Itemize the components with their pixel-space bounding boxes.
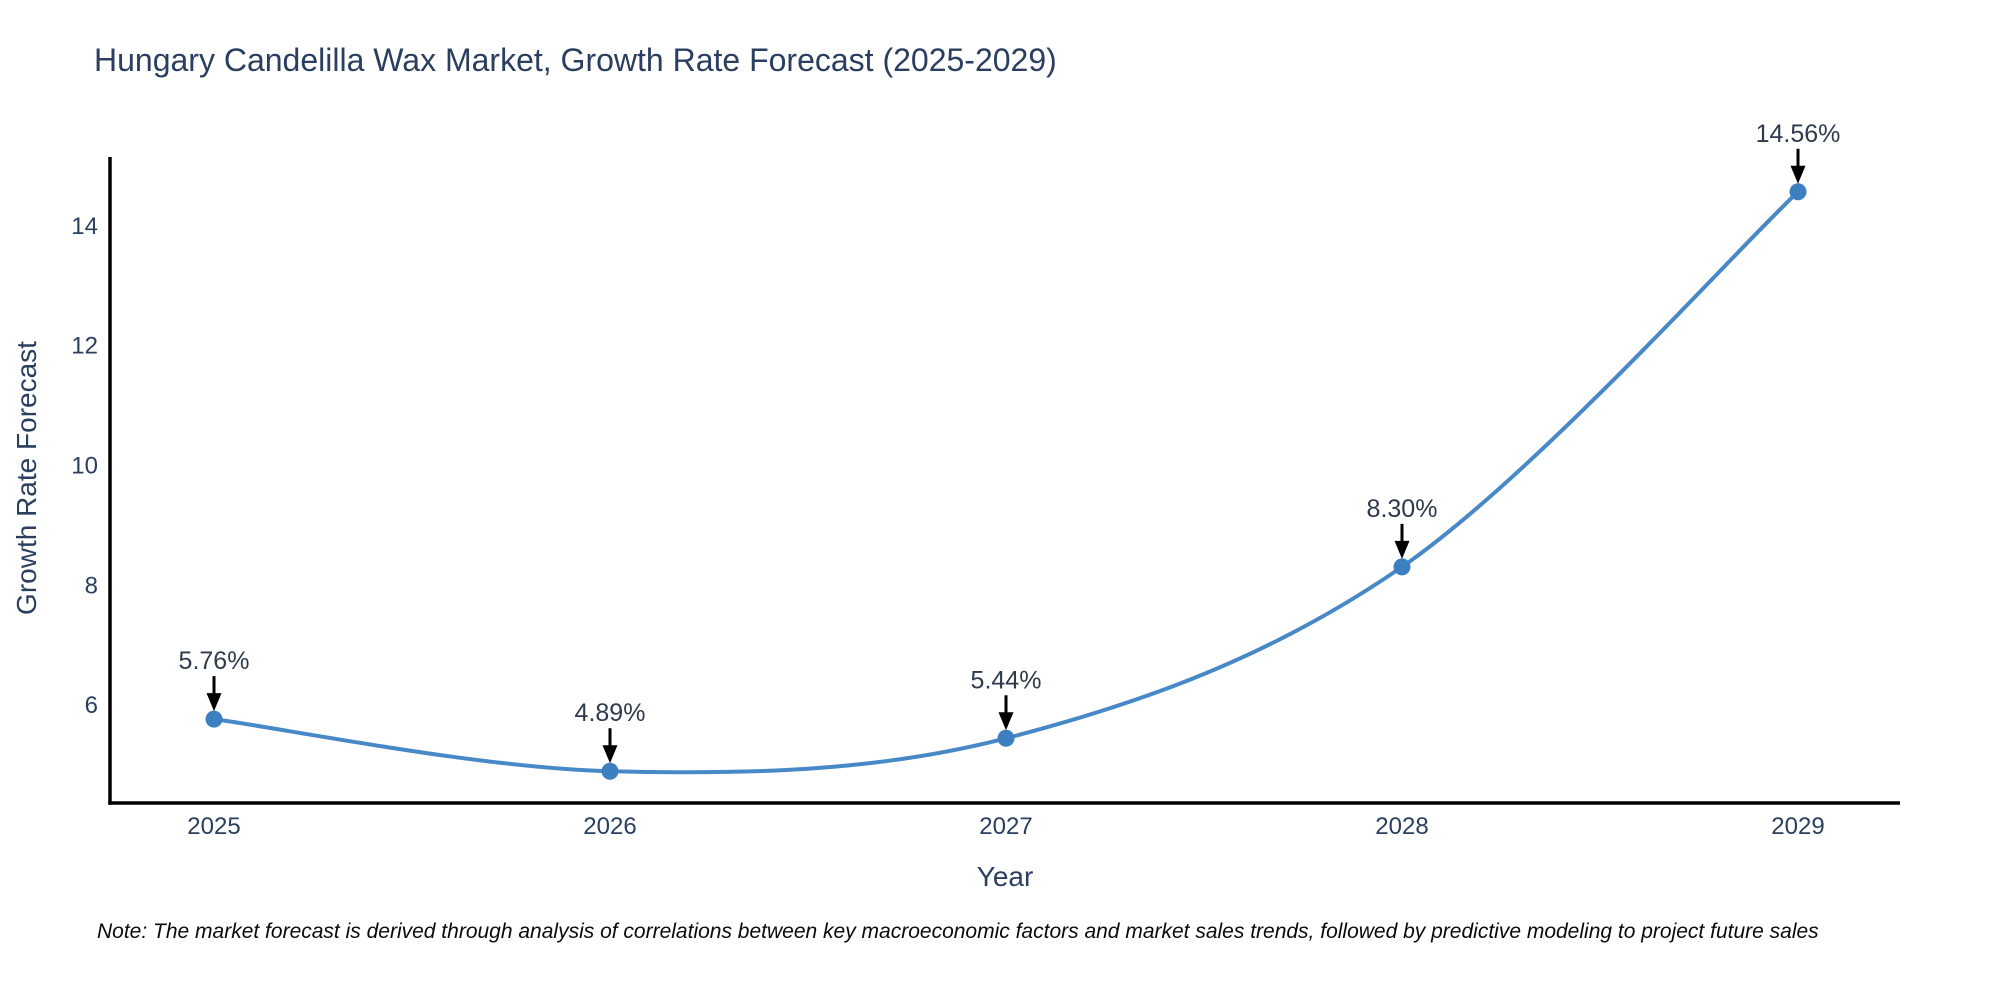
- annotation-arrowhead-icon: [998, 712, 1014, 731]
- point-annotation-label: 14.56%: [1756, 120, 1841, 148]
- data-point-2028: [1393, 558, 1411, 576]
- x-tick-label: 2029: [1771, 813, 1824, 840]
- chart-title: Hungary Candelilla Wax Market, Growth Ra…: [94, 42, 1057, 78]
- footnote: Note: The market forecast is derived thr…: [97, 920, 1819, 943]
- annotation-arrowhead-icon: [1790, 165, 1806, 184]
- y-tick-label: 12: [71, 333, 98, 360]
- annotation-arrowhead-icon: [602, 745, 618, 764]
- forecast-line: [212, 189, 1800, 775]
- point-annotation-label: 5.76%: [179, 647, 250, 675]
- x-tick-label: 2028: [1375, 813, 1428, 840]
- x-tick-label: 2027: [979, 813, 1032, 840]
- y-tick-label: 8: [85, 572, 98, 599]
- y-tick-label: 6: [85, 692, 98, 719]
- point-annotation-label: 4.89%: [575, 699, 646, 727]
- y-tick-label: 14: [71, 213, 98, 240]
- point-annotation-label: 5.44%: [971, 666, 1042, 694]
- y-axis-title: Growth Rate Forecast: [11, 341, 42, 615]
- data-point-2029: [1789, 183, 1807, 201]
- data-point-2027: [997, 729, 1015, 747]
- data-point-2026: [601, 762, 619, 780]
- point-annotation-label: 8.30%: [1367, 495, 1438, 523]
- annotation-arrowhead-icon: [1394, 540, 1410, 559]
- annotation-arrowhead-icon: [206, 693, 222, 712]
- x-tick-label: 2026: [583, 813, 636, 840]
- x-axis-title: Year: [976, 861, 1034, 892]
- y-tick-label: 10: [71, 453, 98, 480]
- data-point-2025: [205, 710, 223, 728]
- x-tick-label: 2025: [187, 813, 240, 840]
